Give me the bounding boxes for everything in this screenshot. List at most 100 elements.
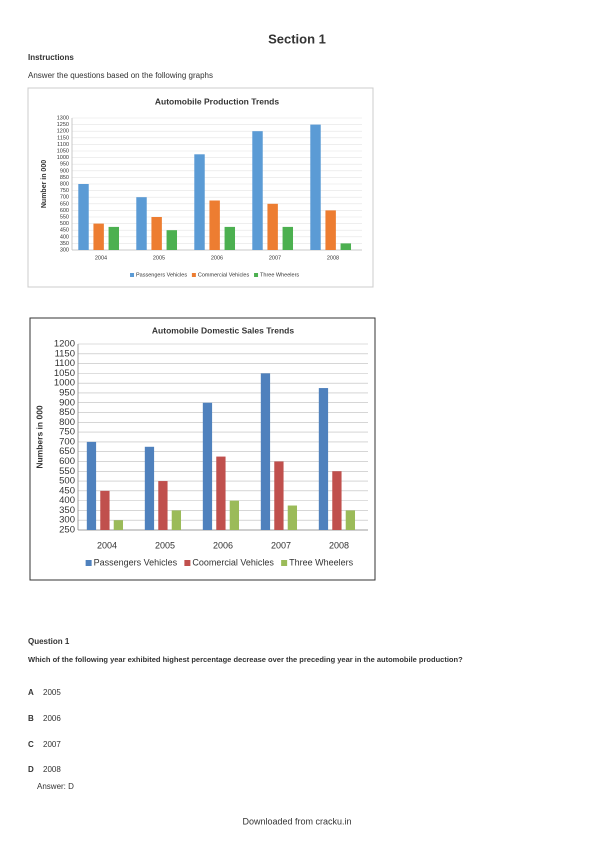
bar — [151, 217, 162, 250]
option-text: 2007 — [43, 740, 61, 749]
bar — [136, 197, 147, 250]
x-tick-label: 2008 — [327, 255, 339, 261]
y-axis-label: Number in 000 — [41, 160, 48, 208]
option-letter: B — [28, 714, 34, 723]
legend: Passengers Vehicles Commercial Vehicles Th… — [130, 272, 299, 278]
legend-swatch — [281, 560, 288, 566]
bar — [100, 490, 110, 530]
y-tick-label: 500 — [60, 221, 69, 227]
bar — [274, 461, 284, 530]
bar — [171, 510, 182, 530]
y-tick-label: 800 — [60, 181, 69, 187]
y-tick-label: 350 — [60, 241, 69, 247]
y-tick-label: 350 — [59, 505, 75, 516]
bar — [158, 481, 168, 530]
y-tick-label: 850 — [60, 175, 69, 181]
bar — [209, 200, 220, 250]
bar — [108, 226, 120, 250]
y-tick-label: 950 — [59, 387, 75, 398]
bar — [318, 388, 329, 530]
y-tick-label: 700 — [60, 195, 69, 201]
bar — [325, 210, 336, 250]
y-tick-label: 650 — [60, 201, 69, 207]
bar — [310, 124, 321, 250]
bar — [216, 456, 226, 530]
bar — [144, 446, 155, 530]
y-tick-label: 550 — [59, 466, 75, 477]
y-tick-label: 600 — [59, 456, 75, 467]
x-tick-label: 2004 — [97, 540, 117, 550]
bar — [252, 131, 263, 250]
y-tick-label: 900 — [60, 168, 69, 174]
legend-swatch — [184, 560, 191, 566]
y-tick-label: 650 — [59, 446, 75, 457]
y-tick-label: 1050 — [54, 368, 75, 379]
y-tick-label: 600 — [60, 208, 69, 214]
bar — [86, 441, 97, 530]
legend-swatch — [130, 273, 135, 277]
x-tick-label: 2006 — [211, 255, 223, 261]
y-tick-label: 500 — [59, 476, 75, 487]
bar — [332, 471, 342, 530]
y-tick-label: 300 — [59, 515, 75, 526]
legend-swatch — [85, 560, 92, 566]
y-tick-label: 450 — [60, 228, 69, 234]
section-title: Section 1 — [268, 31, 326, 46]
bar — [229, 500, 240, 530]
x-tick-label: 2007 — [269, 255, 281, 261]
bar — [224, 226, 236, 250]
option-text: 2008 — [43, 765, 61, 774]
y-tick-label: 550 — [60, 214, 69, 220]
footer-link: Downloaded from cracku.in — [242, 816, 351, 826]
legend-label: Passengers Vehicles — [136, 272, 187, 278]
bar — [78, 184, 89, 250]
chart-title: Automobile Domestic Sales Trends — [152, 325, 294, 335]
bar — [194, 154, 205, 250]
bar — [202, 402, 213, 530]
y-tick-label: 1200 — [57, 129, 69, 135]
instructions-heading: Instructions — [28, 53, 74, 62]
y-tick-label: 1000 — [57, 155, 69, 161]
answer: Answer: D — [37, 782, 74, 791]
y-tick-label: 400 — [59, 495, 75, 506]
chart-title: Automobile Production Trends — [155, 96, 279, 106]
y-tick-label: 750 — [59, 427, 75, 438]
legend-swatch — [254, 273, 259, 277]
y-tick-label: 900 — [59, 397, 75, 408]
x-tick-label: 2008 — [329, 540, 349, 550]
y-tick-label: 1250 — [57, 122, 69, 128]
y-tick-label: 1100 — [57, 142, 69, 148]
bar — [345, 510, 356, 530]
y-tick-label: 1150 — [57, 135, 69, 141]
legend-label: Three Wheelers — [289, 557, 354, 567]
instructions-text: Answer the questions based on the follow… — [28, 71, 213, 80]
y-tick-label: 800 — [59, 417, 75, 428]
y-tick-label: 1050 — [57, 148, 69, 154]
option-letter: D — [28, 765, 34, 774]
x-tick-label: 2007 — [271, 540, 291, 550]
y-tick-label: 300 — [60, 247, 69, 253]
y-tick-label: 1300 — [57, 115, 69, 121]
y-axis-label: Numbers in 000 — [34, 405, 44, 469]
y-tick-label: 1200 — [54, 339, 75, 350]
y-tick-label: 950 — [60, 162, 69, 168]
y-tick-label: 250 — [59, 525, 75, 536]
x-tick-label: 2004 — [95, 255, 107, 261]
x-tick-label: 2005 — [155, 540, 175, 550]
legend-label: Passengers Vehicles — [94, 557, 178, 567]
x-tick-label: 2005 — [153, 255, 165, 261]
legend-label: Commercial Vehicles — [198, 272, 250, 278]
x-tick-label: 2006 — [213, 540, 233, 550]
option-text: 2005 — [43, 688, 61, 697]
y-tick-label: 850 — [59, 407, 75, 418]
y-tick-label: 400 — [60, 234, 69, 240]
legend-swatch — [191, 273, 196, 277]
bar — [287, 505, 298, 530]
bar — [282, 226, 294, 250]
option-letter: A — [28, 688, 34, 697]
bar — [166, 230, 178, 250]
y-tick-label: 450 — [59, 485, 75, 496]
y-tick-label: 1000 — [54, 378, 75, 389]
bar — [267, 203, 278, 250]
